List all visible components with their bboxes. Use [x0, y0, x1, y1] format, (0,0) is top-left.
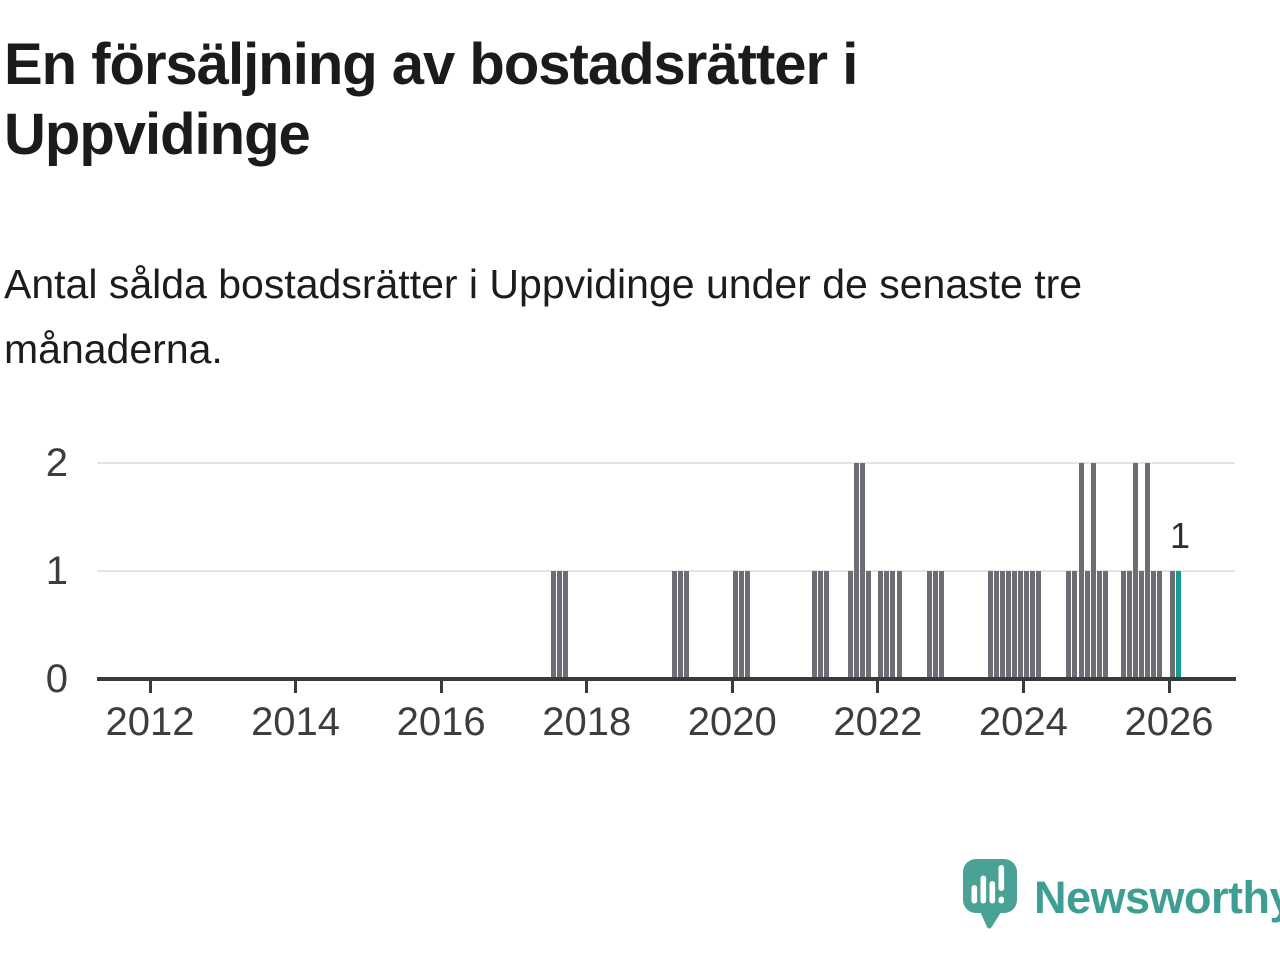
bar-2024-09	[1072, 571, 1078, 679]
gridline-y2	[97, 462, 1235, 464]
x-axis-tick-2012	[148, 681, 152, 693]
x-axis-label-2026: 2026	[1124, 700, 1214, 744]
bar-2022-09	[926, 571, 932, 679]
bar-2021-04	[823, 571, 829, 679]
bar-2020-03	[744, 571, 750, 679]
bar-2023-10	[1005, 571, 1011, 679]
bar-2025-11	[1157, 571, 1163, 679]
newsworthy-logo: Newsworthy	[960, 856, 1280, 936]
bar-2025-08	[1139, 571, 1145, 679]
bar-2023-12	[1017, 571, 1023, 679]
bar-2024-12	[1090, 463, 1096, 679]
bar-2022-11	[939, 571, 944, 679]
bar-2025-07	[1133, 463, 1139, 679]
bar-2017-08	[556, 571, 562, 679]
bar-2025-01	[1096, 571, 1102, 679]
x-axis-tick-2026	[1167, 681, 1171, 693]
bar-2022-03	[890, 571, 896, 679]
bar-2023-09	[999, 571, 1005, 679]
y-axis-label-1: 1	[45, 549, 68, 593]
x-axis-tick-2016	[439, 681, 443, 693]
x-axis-label-2022: 2022	[833, 700, 923, 744]
gridline-y1	[97, 570, 1235, 572]
x-axis-label-2014: 2014	[251, 700, 341, 744]
x-axis-label-2024: 2024	[978, 700, 1068, 744]
bar-2025-06	[1127, 571, 1133, 679]
bar-2024-03	[1036, 571, 1042, 679]
x-axis-line	[97, 677, 1236, 681]
bar-2021-11	[866, 571, 872, 679]
bar-2022-10	[932, 571, 938, 679]
bar-2021-03	[817, 571, 823, 679]
bar-2019-03	[672, 571, 678, 679]
x-axis-tick-2022	[876, 681, 880, 693]
x-axis-tick-2018	[585, 681, 589, 693]
bar-2025-10	[1151, 571, 1157, 679]
bar-2017-07	[550, 571, 556, 679]
bar-2023-08	[993, 571, 999, 679]
bar-2024-01	[1023, 571, 1029, 679]
bar-2025-02	[1102, 571, 1108, 679]
bar-2025-05	[1120, 571, 1126, 679]
bar-2023-11	[1011, 571, 1017, 679]
bar-2021-10	[860, 463, 866, 679]
bar-2022-04	[896, 571, 902, 679]
bar-2020-01	[732, 571, 738, 679]
bar-2024-11	[1084, 571, 1090, 679]
x-axis-label-2020: 2020	[687, 700, 777, 744]
bar-2021-09	[854, 463, 860, 679]
bar-2017-09	[562, 571, 568, 679]
bar-2026-02	[1175, 571, 1181, 679]
x-axis-label-2012: 2012	[105, 700, 195, 744]
bar-2021-02	[811, 571, 817, 679]
x-axis-label-2018: 2018	[542, 700, 632, 744]
newsworthy-logo-text: Newsworthy	[1034, 872, 1280, 923]
bar-2022-02	[884, 571, 890, 679]
x-axis-tick-2024	[1021, 681, 1025, 693]
bar-2019-04	[678, 571, 684, 679]
bar-2020-02	[738, 571, 744, 679]
value-annotation: 1	[1169, 515, 1191, 556]
bar-2024-08	[1066, 571, 1072, 679]
y-axis-label-2: 2	[45, 441, 68, 485]
bar-2024-02	[1029, 571, 1035, 679]
bar-2024-10	[1078, 463, 1084, 679]
newsworthy-logo-icon	[963, 859, 1017, 929]
x-axis-label-2016: 2016	[396, 700, 486, 744]
chart-title: En försäljning av bostadsrätter i Uppvid…	[4, 32, 858, 167]
bar-2025-09	[1145, 463, 1151, 679]
bar-2019-05	[684, 571, 690, 679]
y-axis-label-0: 0	[45, 657, 68, 701]
bar-2023-07	[987, 571, 993, 679]
bar-2026-01	[1169, 571, 1175, 679]
bar-2021-08	[848, 571, 854, 679]
x-axis-tick-2020	[730, 681, 734, 693]
chart-subtitle: Antal sålda bostadsrätter i Uppvidinge u…	[4, 261, 1083, 372]
x-axis-tick-2014	[294, 681, 298, 693]
bar-2022-01	[878, 571, 884, 679]
